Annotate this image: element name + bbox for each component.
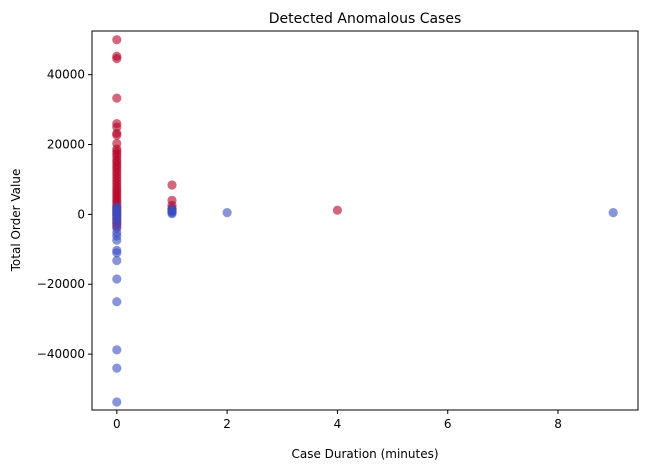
y-axis: −40000 −20000 0 20000 40000 (37, 68, 92, 361)
points-layer (112, 35, 618, 407)
y-tick-label: 40000 (47, 68, 85, 82)
data-point-normal-13 (112, 248, 122, 258)
x-tick-label: 8 (554, 417, 562, 431)
data-point-normal-14 (112, 255, 122, 266)
data-point-normal-15 (112, 274, 122, 284)
data-point-normal-16 (112, 297, 122, 307)
x-axis: 0 2 4 6 8 (113, 410, 562, 431)
y-tick-label: −40000 (37, 347, 85, 361)
data-point-anomaly-40 (167, 180, 177, 190)
data-point-normal-11 (112, 235, 122, 245)
y-tick-label: 20000 (47, 138, 85, 152)
y-axis-label: Total Order Value (9, 169, 23, 273)
x-tick-label: 6 (444, 417, 452, 431)
data-point-anomaly-45 (332, 205, 342, 215)
data-point-anomaly-3 (112, 93, 122, 103)
data-point-normal-17 (112, 345, 122, 355)
data-point-anomaly-7 (112, 130, 122, 140)
x-tick-label: 2 (223, 417, 231, 431)
data-point-normal-26 (608, 208, 618, 218)
plot-frame (91, 30, 639, 411)
data-point-normal-24 (167, 209, 177, 219)
y-tick-label: −20000 (37, 277, 85, 291)
chart-title: Detected Anomalous Cases (269, 11, 462, 27)
x-tick-label: 4 (334, 417, 342, 431)
y-tick-label: 0 (77, 207, 85, 221)
data-point-normal-25 (222, 208, 232, 218)
x-axis-label: Case Duration (minutes) (291, 447, 438, 461)
data-point-normal-19 (112, 397, 122, 407)
data-point-anomaly-2 (112, 54, 122, 64)
data-point-normal-18 (112, 363, 122, 373)
data-point-anomaly-0 (112, 35, 122, 45)
x-tick-label: 0 (113, 417, 121, 431)
